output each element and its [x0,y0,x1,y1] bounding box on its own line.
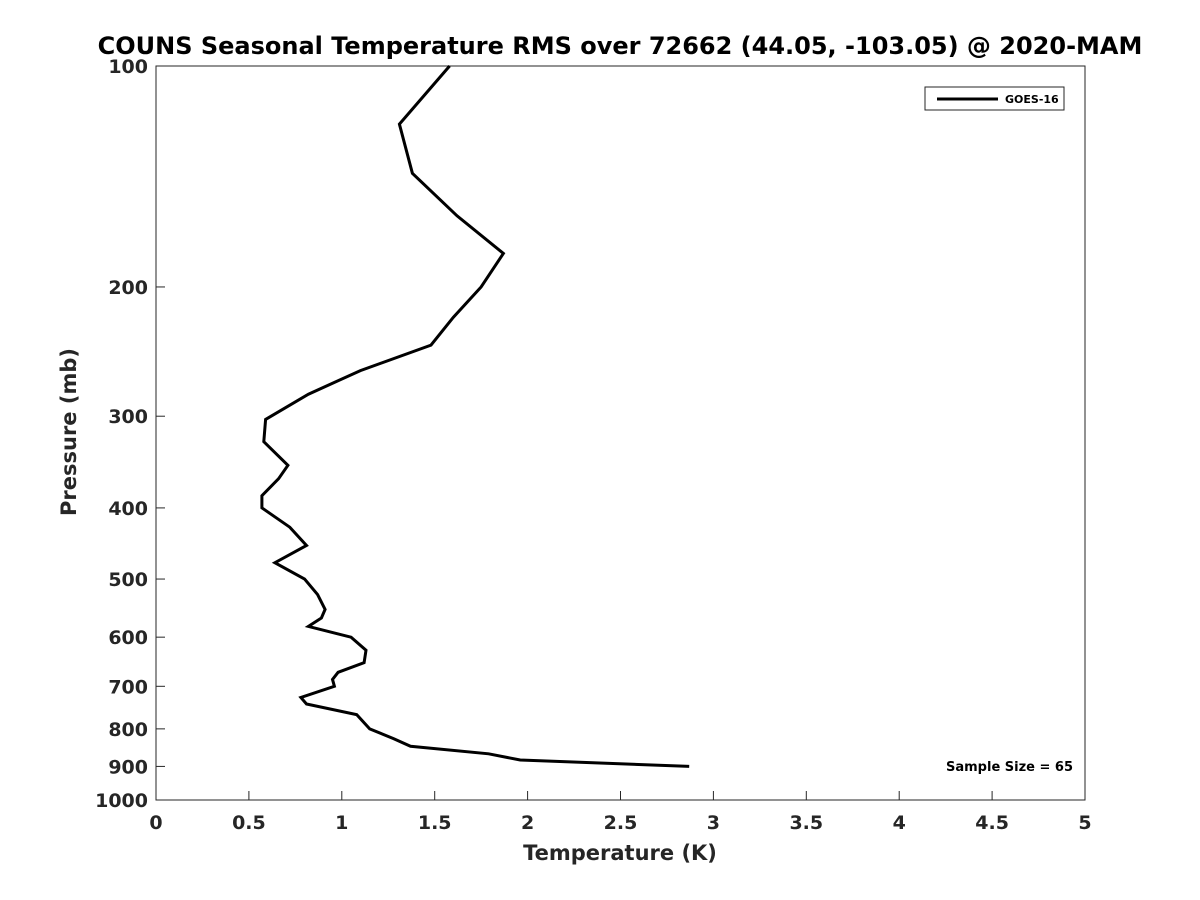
y-tick-label: 100 [108,56,148,78]
x-tick-label: 3.5 [789,812,823,834]
y-tick-label: 800 [108,719,148,741]
x-tick-label: 3 [707,812,720,834]
x-tick-label: 5 [1078,812,1091,834]
y-tick-label: 700 [108,676,148,698]
y-axis: 100 200 300 400 500 600 700 800 900 1000 [95,56,165,812]
x-tick-label: 0.5 [232,812,266,834]
x-tick-label: 1 [335,812,348,834]
y-tick-label: 300 [108,406,148,428]
chart-title: COUNS Seasonal Temperature RMS over 7266… [98,32,1143,60]
x-tick-label: 1.5 [418,812,452,834]
x-tick-label: 2.5 [604,812,638,834]
sample-size-annotation: Sample Size = 65 [946,760,1073,775]
series-layer [260,65,690,768]
y-axis-label: Pressure (mb) [57,348,81,516]
legend-entry-label: GOES-16 [1005,93,1059,106]
y-tick-label: 900 [108,756,148,778]
series-line-1 [260,65,690,768]
y-tick-label: 200 [108,277,148,299]
x-tick-label: 0 [149,812,162,834]
y-tick-label: 500 [108,569,148,591]
y-tick-label: 400 [108,498,148,520]
x-axis: 0 0.5 1 1.5 2 2.5 3 3.5 4 4.5 5 [149,791,1092,834]
x-axis-label: Temperature (K) [523,841,717,865]
x-tick-label: 2 [521,812,534,834]
plot-frame [155,65,1086,801]
y-tick-label: 600 [108,627,148,649]
x-tick-label: 4.5 [975,812,1009,834]
x-tick-label: 4 [893,812,906,834]
legend: GOES-16 [924,86,1065,111]
y-tick-label: 1000 [95,790,148,812]
